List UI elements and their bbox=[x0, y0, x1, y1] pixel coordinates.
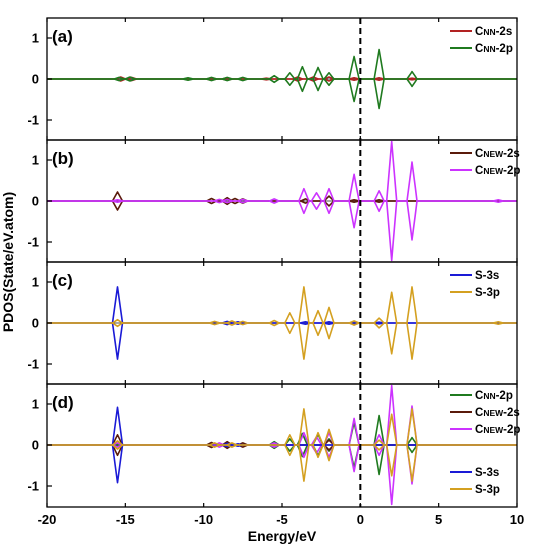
legend-entry: S-3s bbox=[475, 270, 499, 282]
legend-text-part: S-3s bbox=[475, 467, 499, 479]
legend-text-part: S-3p bbox=[475, 484, 500, 496]
series-s-3p-up bbox=[47, 408, 517, 446]
legend-text-part: C bbox=[475, 407, 483, 419]
legend-text-part: C bbox=[475, 424, 483, 436]
legend-text-part: -2s bbox=[496, 26, 513, 38]
legend-text-part: -2p bbox=[503, 165, 520, 177]
legend-text-part: C bbox=[475, 43, 483, 55]
y-tick-label: -1 bbox=[27, 113, 39, 128]
legend-text-part: NN bbox=[483, 27, 495, 37]
x-tick-label: 0 bbox=[357, 512, 364, 527]
y-tick-label: -1 bbox=[27, 479, 39, 494]
legend-text-part: C bbox=[475, 390, 483, 402]
y-tick-label: 0 bbox=[32, 194, 39, 209]
y-tick-label: 1 bbox=[32, 31, 39, 46]
legend-entry: CNN-2p bbox=[475, 43, 513, 55]
x-tick-label: -15 bbox=[116, 512, 135, 527]
legend-entry: S-3p bbox=[475, 484, 500, 496]
legend-text-part: C bbox=[475, 165, 483, 177]
y-tick-label: -1 bbox=[27, 235, 39, 250]
series-s-3s-up bbox=[47, 406, 517, 446]
legend-text-part: -2p bbox=[503, 424, 520, 436]
series-s-3s-up bbox=[47, 286, 517, 324]
legend-text-part: NEW bbox=[483, 166, 504, 176]
series-cnew-2p-down bbox=[47, 200, 517, 262]
series-s-3p-down bbox=[47, 444, 517, 482]
legend-entry: CNN-2s bbox=[475, 26, 512, 38]
series-s-3s-down bbox=[47, 322, 517, 360]
panel-c: 1 0 -1 (c) S-3s S-3p bbox=[27, 261, 518, 385]
legend-text-part: -2s bbox=[503, 148, 520, 160]
y-tick-label: 1 bbox=[32, 397, 39, 412]
y-tick-label: 0 bbox=[32, 72, 39, 87]
legend-entry: S-3s bbox=[475, 467, 499, 479]
panel-label: (a) bbox=[52, 27, 73, 46]
legend-entry: CNEW-2p bbox=[475, 424, 520, 436]
legend-text-part: NN bbox=[483, 44, 495, 54]
x-tick-label: -5 bbox=[276, 512, 288, 527]
panel-data bbox=[47, 384, 517, 506]
panel-data bbox=[47, 48, 517, 110]
legend-text-part: -2p bbox=[496, 43, 513, 55]
y-axis-title: PDOS(State/eV.atom) bbox=[0, 192, 16, 332]
panel-label: (b) bbox=[52, 149, 74, 168]
legend-text-part: C bbox=[475, 148, 483, 160]
legend: S-3s S-3p bbox=[450, 270, 500, 299]
legend-text-part: S-3s bbox=[475, 270, 499, 282]
legend-text-part: NEW bbox=[483, 425, 504, 435]
panel-label: (c) bbox=[52, 271, 73, 290]
series-s-3p-down bbox=[47, 322, 517, 360]
legend-text-part: NEW bbox=[483, 408, 504, 418]
legend-entry: S-3p bbox=[475, 287, 500, 299]
y-tick-label: 1 bbox=[32, 275, 39, 290]
panel-data bbox=[47, 140, 517, 262]
legend-entry: CNEW-2s bbox=[475, 407, 520, 419]
legend-text-part: -2s bbox=[503, 407, 520, 419]
x-tick-label: -10 bbox=[194, 512, 213, 527]
y-tick-label: -1 bbox=[27, 357, 39, 372]
legend-text-part: C bbox=[475, 26, 483, 38]
y-tick-label: 0 bbox=[32, 316, 39, 331]
x-axis-title: Energy/eV bbox=[248, 528, 317, 544]
series-cnn-2p-up bbox=[47, 48, 517, 80]
series-s-3s-down bbox=[47, 444, 517, 484]
panel-label: (d) bbox=[52, 393, 74, 412]
panel-data bbox=[47, 286, 517, 360]
legend-entry: CNEW-2p bbox=[475, 165, 520, 177]
x-tick-label: 10 bbox=[510, 512, 524, 527]
legend-text-part: -2p bbox=[496, 390, 513, 402]
legend-entry: CNEW-2s bbox=[475, 148, 520, 160]
legend-entry: CNN-2p bbox=[475, 390, 513, 402]
x-tick-label: -20 bbox=[38, 512, 57, 527]
y-tick-label: 0 bbox=[32, 438, 39, 453]
legend-text-part: NN bbox=[483, 391, 495, 401]
x-tick-label: 5 bbox=[435, 512, 442, 527]
series-cnn-2p-down bbox=[47, 78, 517, 110]
legend-text-part: S-3p bbox=[475, 287, 500, 299]
y-tick-label: 1 bbox=[32, 153, 39, 168]
legend-text-part: NEW bbox=[483, 149, 504, 159]
